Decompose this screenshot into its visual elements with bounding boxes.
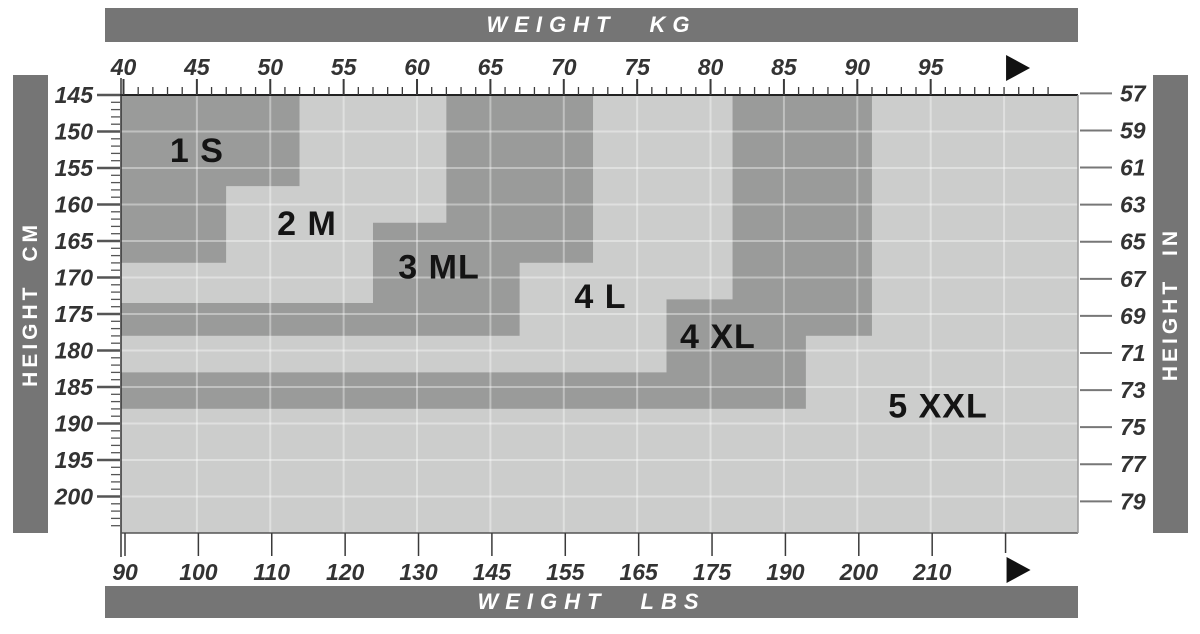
in-tick-label: 61 (1120, 155, 1146, 181)
kg-tick-label: 55 (331, 54, 358, 80)
lbs-tick-label: 165 (619, 559, 659, 585)
lbs-tick-label: 145 (473, 559, 513, 585)
size-zones (121, 95, 1078, 533)
lbs-tick-label: 100 (179, 559, 218, 585)
lbs-tick-label: 175 (693, 559, 733, 585)
zone-label-1-s: 1 S (170, 132, 224, 170)
lbs-tick-label: 200 (839, 559, 879, 585)
in-tick-label: 69 (1120, 303, 1146, 329)
lbs-tick-label: 120 (326, 559, 365, 585)
weight-kg-header-bar: WEIGHT KG (105, 8, 1078, 42)
lbs-tick-label: 190 (766, 559, 805, 585)
kg-tick-label: 40 (110, 54, 137, 80)
cm-tick-label: 150 (55, 119, 94, 145)
kg-tick-label: 70 (551, 54, 577, 80)
in-tick-label: 65 (1120, 229, 1147, 255)
zone-label-4-l: 4 L (574, 278, 626, 316)
lbs-tick-label: 110 (253, 559, 290, 585)
gridlines (121, 95, 1078, 533)
axis-height-cm: 145 150 155 160 165 170 175 180 185 190 195 200 (54, 82, 120, 527)
zone-region-4-xl (121, 95, 872, 409)
weight-lbs-footer-bar: WEIGHT LBS (105, 586, 1078, 618)
kg-axis-arrow-icon (1006, 55, 1031, 81)
kg-tick-label: 95 (918, 54, 945, 80)
height-cm-side-bar: HEIGHT CM (13, 75, 48, 533)
in-tick-label: 79 (1120, 488, 1146, 514)
weight-lbs-title: WEIGHT LBS (477, 589, 706, 614)
cm-tick-label: 160 (55, 192, 94, 218)
kg-tick-label: 45 (183, 54, 211, 80)
lbs-tick-label: 210 (912, 559, 952, 585)
in-tick-label: 75 (1120, 414, 1147, 440)
cm-tick-label: 145 (55, 82, 95, 108)
kg-tick-label: 75 (624, 54, 651, 80)
in-tick-label: 73 (1120, 377, 1146, 403)
cm-tick-label: 185 (55, 374, 95, 400)
zone-label-3-ml: 3 ML (398, 249, 479, 287)
lbs-tick-label: 90 (112, 559, 138, 585)
zone-region-5-xxl (121, 95, 1078, 533)
kg-tick-label: 60 (404, 54, 430, 80)
lbs-tick-label: 130 (399, 559, 438, 585)
cm-tick-label: 165 (55, 228, 95, 254)
height-in-side-bar: HEIGHT IN (1153, 75, 1188, 533)
cm-tick-label: 200 (54, 484, 94, 510)
in-tick-label: 63 (1120, 192, 1146, 218)
in-tick-label: 59 (1120, 117, 1146, 143)
cm-tick-label: 190 (55, 411, 94, 437)
zone-region-2-m (121, 95, 447, 304)
kg-tick-label: 50 (257, 54, 283, 80)
kg-tick-label: 85 (771, 54, 798, 80)
axis-weight-kg: 40 45 50 55 60 65 70 75 80 85 90 95 (110, 54, 1049, 95)
zone-region-3-ml (121, 95, 594, 336)
in-tick-label: 57 (1120, 80, 1147, 106)
in-tick-label: 77 (1120, 451, 1147, 477)
axis-weight-lbs: 90 100 110 120 130 145 155 165 175 190 200 210 (112, 533, 1031, 585)
cm-tick-label: 170 (55, 265, 94, 291)
zone-region-1-s (121, 95, 300, 263)
kg-tick-label: 90 (845, 54, 871, 80)
cm-tick-label: 195 (55, 447, 95, 473)
axis-height-in: 57 59 61 63 65 67 69 71 73 75 77 79 (1080, 80, 1147, 514)
cm-tick-label: 175 (55, 301, 95, 327)
size-zone-labels: 1 S 2 M 3 ML 4 L 4 XL 5 XXL (170, 132, 987, 426)
lbs-axis-arrow-icon (1006, 557, 1031, 583)
in-tick-label: 67 (1120, 266, 1147, 292)
zone-label-4-xl: 4 XL (680, 318, 756, 356)
zone-region-4-l (121, 95, 733, 373)
zone-label-2-m: 2 M (277, 205, 337, 243)
cm-tick-label: 180 (55, 338, 94, 364)
kg-tick-label: 65 (478, 54, 505, 80)
lbs-tick-label: 155 (546, 559, 586, 585)
cm-tick-label: 155 (55, 155, 95, 181)
weight-kg-title: WEIGHT KG (486, 12, 697, 37)
kg-tick-label: 80 (698, 54, 724, 80)
zone-label-5-xxl: 5 XXL (888, 387, 987, 425)
in-tick-label: 71 (1120, 340, 1146, 366)
